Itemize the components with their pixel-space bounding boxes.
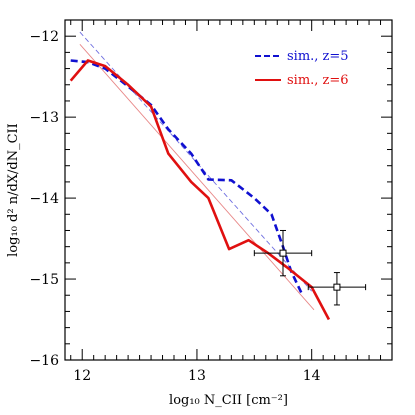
legend-label: sim., z=5 — [287, 49, 349, 64]
observations-layer — [253, 229, 367, 306]
tick-layer: 12 13 14 −12 −13 −14 −15 −16 — [29, 19, 393, 384]
y-axis-label: log₁₀ d² n/dX/dN_CII — [6, 123, 21, 257]
observation-point — [307, 272, 367, 306]
x-tick-label: 13 — [188, 368, 206, 384]
x-tick-label: 14 — [303, 368, 321, 384]
observation-point — [253, 229, 313, 277]
x-tick-label: 12 — [73, 368, 91, 384]
observation-marker — [279, 249, 287, 257]
legend: sim., z=5 sim., z=6 — [255, 49, 349, 88]
series-line-3 — [79, 44, 315, 311]
y-tick-label: −13 — [29, 110, 59, 126]
plot-frame — [64, 19, 393, 361]
y-tick-label: −14 — [29, 191, 59, 207]
y-tick-label: −12 — [29, 29, 59, 45]
observation-marker — [333, 283, 341, 291]
y-tick-label: −16 — [29, 353, 59, 369]
x-axis-label: log₁₀ N_CII [cm⁻²] — [169, 393, 288, 408]
series-line-1 — [69, 59, 331, 321]
series-line-2 — [79, 31, 313, 292]
y-tick-label: −15 — [29, 272, 59, 288]
legend-label: sim., z=6 — [287, 73, 349, 88]
series-line-0 — [70, 59, 304, 296]
